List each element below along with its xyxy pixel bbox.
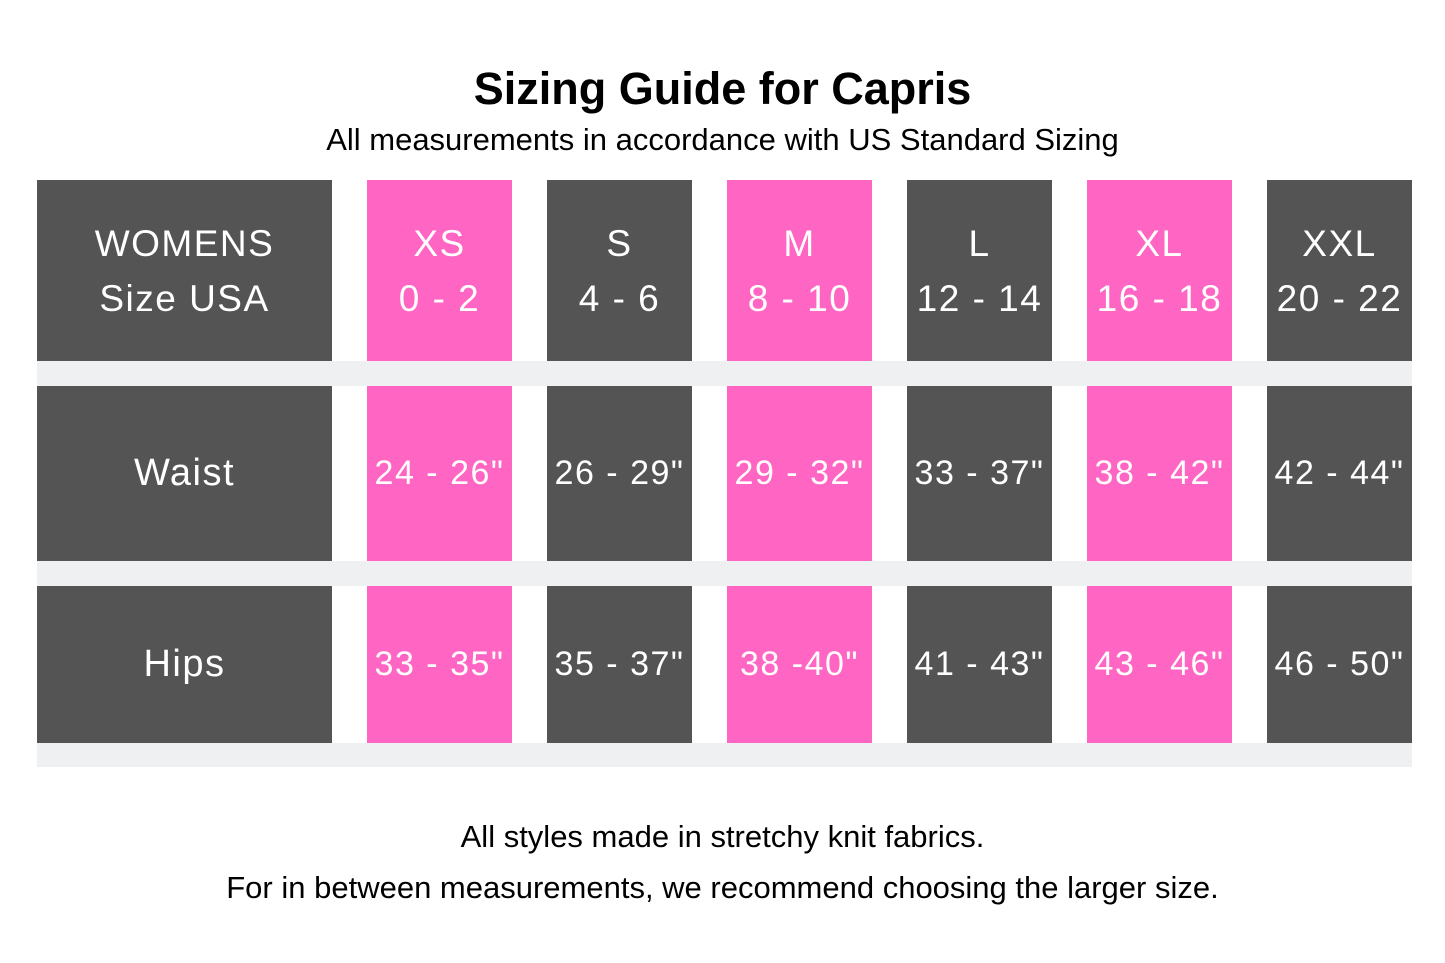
table-bottom-band [37,743,1412,767]
hips-cell-l: 41 - 43" [907,586,1052,743]
hips-cell-xxl: 46 - 50" [1267,586,1412,743]
waist-cell-xxl: 42 - 44" [1267,386,1412,561]
waist-cell-xs: 24 - 26" [367,386,512,561]
header-cell-m: M 8 - 10 [727,180,872,361]
waist-cell-m: 29 - 32" [727,386,872,561]
row-label-cell-waist: Waist [37,386,332,561]
footer-line-1: All styles made in stretchy knit fabrics… [460,819,985,854]
size-name: M [783,222,816,264]
measurement-value: 26 - 29" [554,454,685,492]
waist-cell-s: 26 - 29" [547,386,692,561]
measurement-value: 33 - 35" [374,645,505,683]
waist-cell-l: 33 - 37" [907,386,1052,561]
size-range: 8 - 10 [747,277,852,319]
footer-note: All styles made in stretchy knit fabrics… [0,811,1445,913]
measurement-value: 46 - 50" [1274,645,1405,683]
row-divider-band [37,361,1412,386]
size-name: XL [1135,222,1184,264]
header-cell-womens-size-usa: WOMENS Size USA [37,180,332,361]
hips-cell-xs: 33 - 35" [367,586,512,743]
measurement-value: 42 - 44" [1274,454,1405,492]
page-title: Sizing Guide for Capris [473,63,972,114]
sizing-table: WOMENS Size USA XS 0 - 2 S 4 - 6 M 8 - 1… [37,180,1412,767]
header-cell-xxl: XXL 20 - 22 [1267,180,1412,361]
measurement-value: 24 - 26" [374,454,505,492]
measurement-value: 33 - 37" [914,454,1045,492]
measurement-value: 29 - 32" [734,454,865,492]
size-name: XXL [1302,222,1377,264]
measurement-value: 38 - 42" [1094,454,1225,492]
row-label: Hips [143,643,226,685]
measurement-value: 35 - 37" [554,645,685,683]
header-cell-xl: XL 16 - 18 [1087,180,1232,361]
size-range: 16 - 18 [1096,277,1223,319]
size-range: 4 - 6 [578,277,661,319]
size-range: 20 - 22 [1276,277,1403,319]
footer-line-2: For in between measurements, we recommen… [226,870,1219,905]
size-name: S [606,222,633,264]
table-header-row: WOMENS Size USA XS 0 - 2 S 4 - 6 M 8 - 1… [37,180,1412,361]
header-label-line2: Size USA [99,277,270,319]
size-name: XS [413,222,466,264]
row-divider-band [37,561,1412,586]
size-name: L [968,222,991,264]
table-row-waist: Waist 24 - 26" 26 - 29" 29 - 32" 33 - 37… [37,386,1412,561]
size-range: 12 - 14 [916,277,1043,319]
hips-cell-xl: 43 - 46" [1087,586,1232,743]
measurement-value: 43 - 46" [1094,645,1225,683]
header-cell-l: L 12 - 14 [907,180,1052,361]
waist-cell-xl: 38 - 42" [1087,386,1232,561]
page-subtitle: All measurements in accordance with US S… [326,122,1119,157]
table-row-hips: Hips 33 - 35" 35 - 37" 38 -40" 41 - 43" … [37,586,1412,743]
header-label-line1: WOMENS [94,222,275,264]
size-range: 0 - 2 [398,277,481,319]
measurement-value: 41 - 43" [914,645,1045,683]
row-label-cell-hips: Hips [37,586,332,743]
row-label: Waist [133,452,236,494]
measurement-value: 38 -40" [740,645,859,683]
hips-cell-s: 35 - 37" [547,586,692,743]
hips-cell-m: 38 -40" [727,586,872,743]
header-cell-xs: XS 0 - 2 [367,180,512,361]
header-cell-s: S 4 - 6 [547,180,692,361]
